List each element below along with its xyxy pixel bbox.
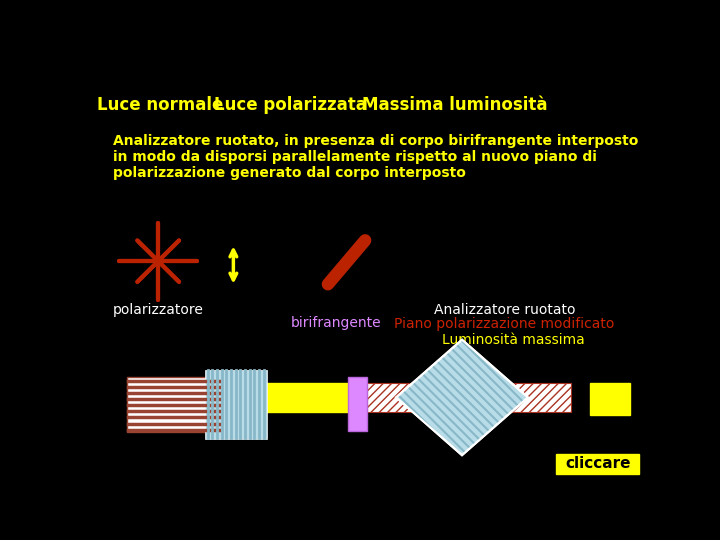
Bar: [556, 454, 639, 474]
Text: cliccare: cliccare: [565, 456, 631, 471]
Bar: [263, 383, 348, 412]
Bar: [127, 377, 220, 432]
Bar: [348, 377, 366, 430]
Text: Massima luminosità: Massima luminosità: [361, 96, 547, 114]
Text: Luminosità massima: Luminosità massima: [441, 334, 585, 347]
Polygon shape: [396, 340, 528, 455]
Text: polarizzatore: polarizzatore: [113, 302, 204, 316]
Bar: [204, 370, 266, 439]
Bar: [366, 383, 570, 412]
Text: birifrangente: birifrangente: [291, 316, 382, 330]
Text: Luce normale: Luce normale: [96, 96, 223, 114]
Text: Analizzatore ruotato: Analizzatore ruotato: [434, 302, 575, 316]
Text: Analizzatore ruotato, in presenza di corpo birifrangente interposto
in modo da d: Analizzatore ruotato, in presenza di cor…: [113, 134, 639, 180]
Text: Piano polarizzazione modificato: Piano polarizzazione modificato: [395, 316, 615, 330]
Text: Luce polarizzata: Luce polarizzata: [214, 96, 366, 114]
Bar: [590, 383, 630, 415]
